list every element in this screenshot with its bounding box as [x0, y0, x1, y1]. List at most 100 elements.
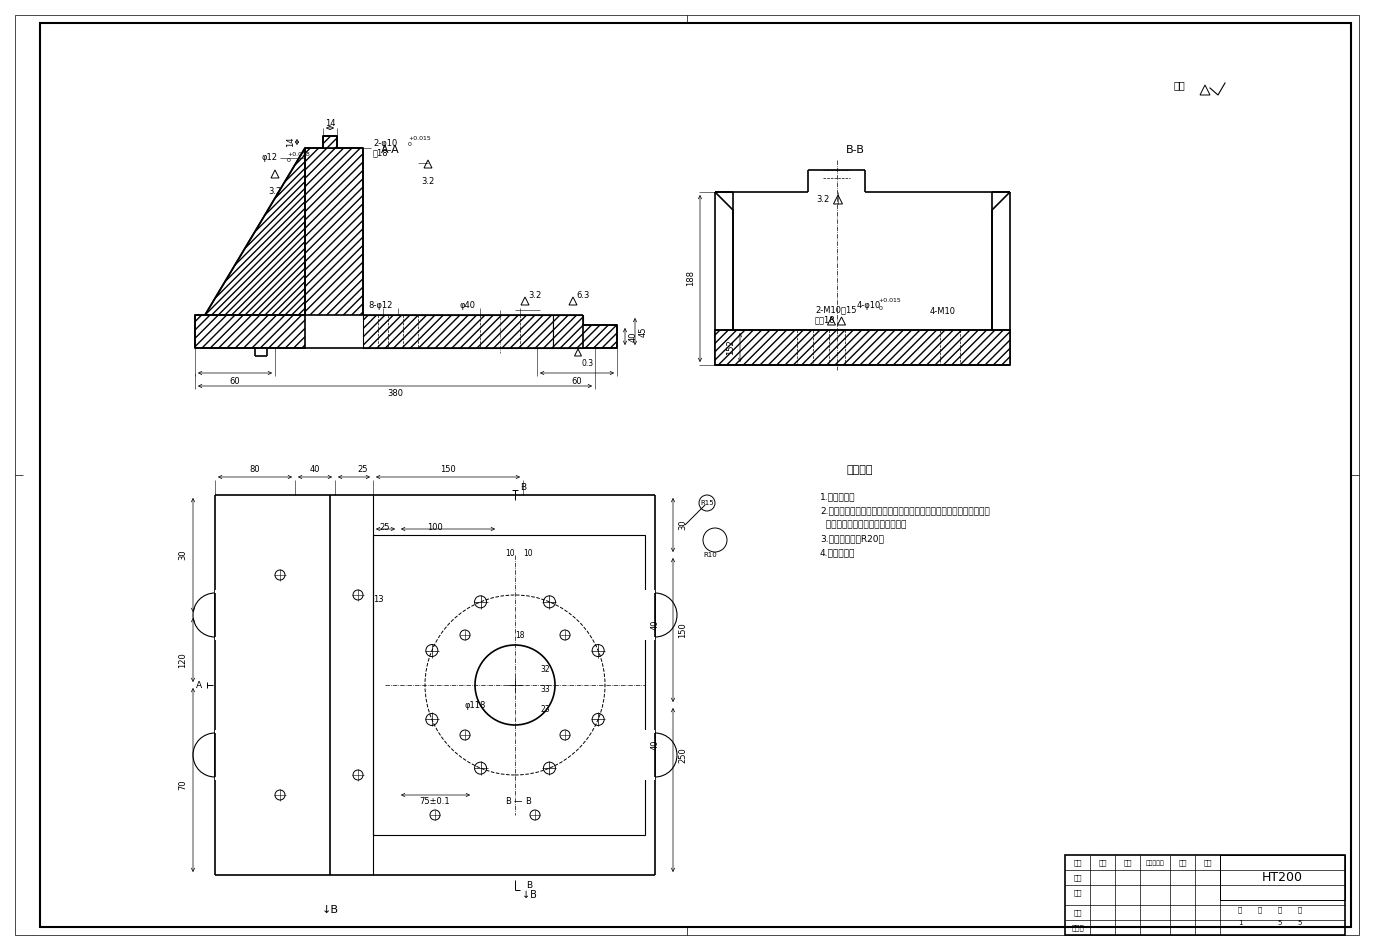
Bar — [214, 730, 240, 780]
Text: 张: 张 — [1257, 906, 1263, 913]
Text: 共: 共 — [1238, 906, 1242, 913]
Text: 30: 30 — [179, 550, 187, 560]
Text: φ12: φ12 — [262, 154, 278, 162]
Text: 23: 23 — [540, 706, 550, 714]
Text: 3.2: 3.2 — [422, 177, 434, 185]
Text: 第: 第 — [1278, 906, 1282, 913]
Text: 3.2: 3.2 — [268, 186, 282, 196]
Bar — [195, 315, 305, 348]
Text: 60: 60 — [229, 376, 240, 386]
Text: 缺陷等（如文缺、机械损伤等）。: 缺陷等（如文缺、机械损伤等）。 — [820, 520, 907, 529]
Text: 250: 250 — [679, 747, 687, 763]
Text: 10: 10 — [506, 548, 515, 558]
Text: 日期: 日期 — [1204, 860, 1212, 866]
Text: 80: 80 — [250, 465, 260, 473]
Text: 深18: 深18 — [372, 148, 389, 158]
Text: A-A: A-A — [381, 145, 400, 155]
Text: 分区: 分区 — [1124, 860, 1132, 866]
Text: 45: 45 — [639, 326, 647, 336]
Polygon shape — [205, 148, 305, 315]
Text: ↓B: ↓B — [322, 905, 338, 915]
Text: 0.3: 0.3 — [583, 358, 594, 368]
Text: R15: R15 — [701, 500, 714, 506]
Text: 标准化: 标准化 — [1072, 924, 1084, 931]
Bar — [1220, 855, 1345, 900]
Text: 30: 30 — [679, 520, 687, 530]
Bar — [1065, 855, 1345, 935]
Text: 33: 33 — [540, 686, 550, 694]
Text: 0: 0 — [878, 307, 882, 312]
Bar — [583, 325, 617, 348]
Text: 1.人工时效。: 1.人工时效。 — [820, 492, 856, 501]
Text: 3.2: 3.2 — [816, 196, 830, 204]
Text: 40: 40 — [650, 740, 660, 751]
Text: HT200: HT200 — [1261, 871, 1303, 884]
Text: ↓B: ↓B — [522, 890, 536, 900]
Bar — [363, 315, 552, 348]
Text: 10: 10 — [523, 548, 533, 558]
Text: 标记: 标记 — [1073, 860, 1083, 866]
Text: 2-M10深15: 2-M10深15 — [815, 306, 856, 314]
Bar — [714, 330, 1010, 365]
Text: 150: 150 — [679, 622, 687, 637]
Text: 13: 13 — [372, 596, 383, 604]
Text: 孔深18: 孔深18 — [815, 315, 835, 325]
Text: B: B — [506, 797, 511, 807]
Text: +0.015: +0.015 — [408, 137, 431, 142]
Text: 14: 14 — [324, 120, 335, 128]
Text: 工艺: 工艺 — [1073, 910, 1083, 917]
Bar — [305, 148, 363, 315]
Text: B: B — [519, 483, 526, 491]
Text: 152: 152 — [727, 340, 735, 355]
Text: 技术要求: 技术要求 — [846, 465, 874, 475]
Text: B-B: B-B — [845, 145, 864, 155]
Text: 25: 25 — [357, 465, 368, 473]
Text: 处数: 处数 — [1099, 860, 1107, 866]
Text: 40: 40 — [309, 465, 320, 473]
Bar — [631, 730, 655, 780]
Text: φ118: φ118 — [464, 700, 485, 710]
Text: +0.015: +0.015 — [878, 298, 901, 303]
Text: 75±0.1: 75±0.1 — [419, 797, 451, 807]
Text: φ40: φ40 — [460, 300, 475, 310]
Text: 40: 40 — [628, 332, 638, 342]
Text: 2.铸件本面上不允许有冷隔、裂纹、缩孔和穿通连接缺陷及严重的残缺: 2.铸件本面上不允许有冷隔、裂纹、缩孔和穿通连接缺陷及严重的残缺 — [820, 506, 989, 515]
Text: 5: 5 — [1298, 920, 1303, 926]
Text: R10: R10 — [703, 552, 717, 558]
Text: 14: 14 — [287, 137, 295, 147]
Text: B: B — [525, 797, 530, 807]
Text: 4-M10: 4-M10 — [930, 308, 956, 316]
Text: 40: 40 — [650, 619, 660, 630]
Text: 张: 张 — [1298, 906, 1303, 913]
Text: 1: 1 — [1238, 920, 1242, 926]
Bar — [372, 535, 644, 835]
Bar — [214, 590, 240, 640]
Text: 其余: 其余 — [1173, 80, 1184, 90]
Text: 签名: 签名 — [1179, 860, 1187, 866]
Text: 5: 5 — [1278, 920, 1282, 926]
Text: 4-φ10: 4-φ10 — [856, 300, 881, 310]
Text: 更改文件号: 更改文件号 — [1146, 860, 1164, 865]
Text: 18: 18 — [515, 631, 525, 639]
Bar — [552, 315, 583, 348]
Text: 3.2: 3.2 — [529, 291, 541, 299]
Text: 380: 380 — [387, 390, 403, 398]
Text: B: B — [526, 881, 532, 889]
Text: 0: 0 — [408, 142, 412, 147]
Text: +0.018: +0.018 — [287, 153, 309, 158]
Text: 120: 120 — [179, 652, 187, 668]
Text: 4.铸用铸料。: 4.铸用铸料。 — [820, 548, 856, 557]
Text: 70: 70 — [179, 780, 187, 790]
Text: —: — — [514, 797, 522, 807]
Text: 3.未注图角未径R20。: 3.未注图角未径R20。 — [820, 534, 883, 543]
Text: 32: 32 — [540, 666, 550, 674]
Text: 设计: 设计 — [1073, 875, 1083, 882]
Text: 60: 60 — [572, 376, 583, 386]
Text: 8-φ12: 8-φ12 — [368, 300, 393, 310]
Text: 审核: 审核 — [1073, 890, 1083, 896]
Text: 100: 100 — [427, 522, 442, 531]
Text: A: A — [196, 680, 202, 690]
Text: 150: 150 — [440, 465, 456, 473]
Text: 25: 25 — [379, 522, 390, 531]
Text: 2-φ10: 2-φ10 — [372, 139, 397, 147]
